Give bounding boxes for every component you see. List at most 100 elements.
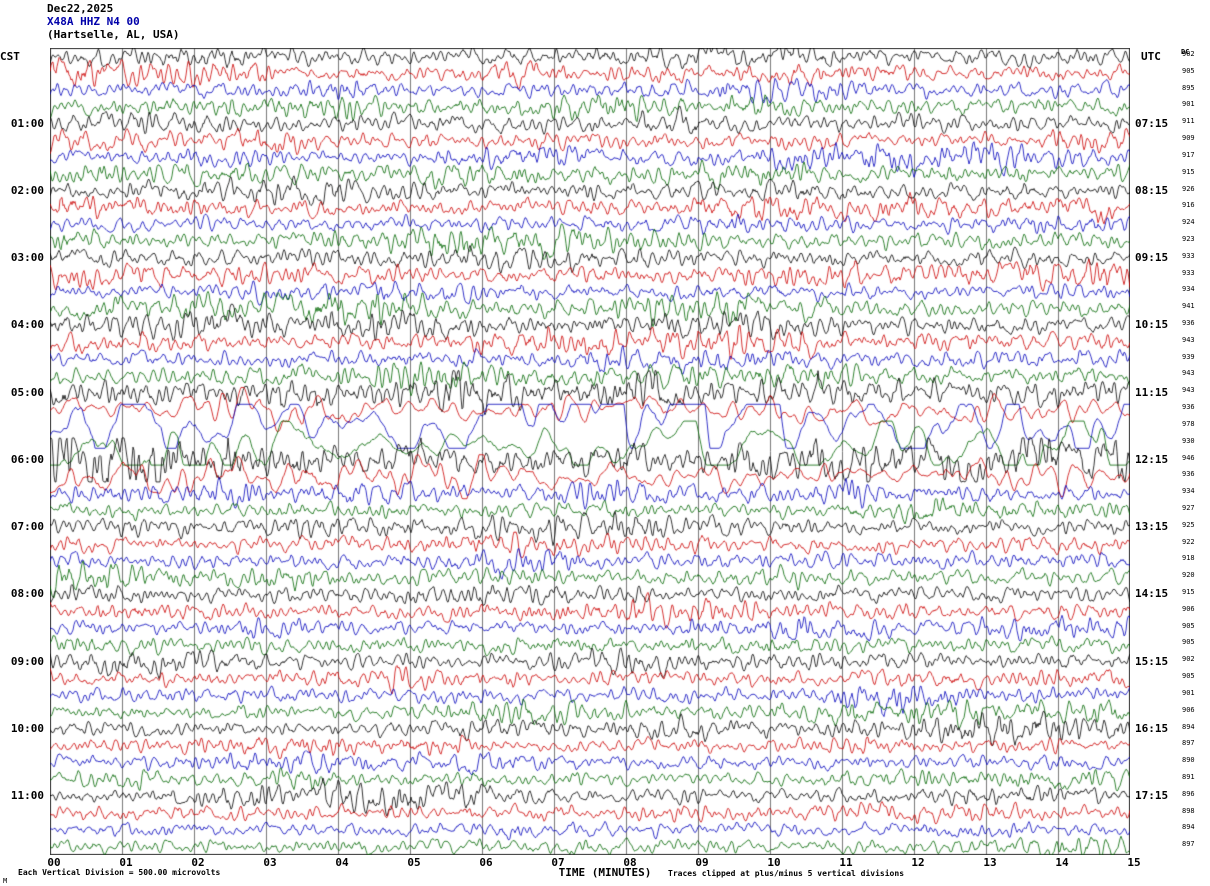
- dc-value: 906: [1182, 604, 1195, 613]
- utc-hour-label: 16:15: [1135, 721, 1169, 735]
- dc-value: 941: [1182, 302, 1195, 311]
- dc-value: 936: [1182, 319, 1195, 327]
- utc-hour-label: 10:15: [1135, 318, 1169, 332]
- cst-hour-label: 08:00: [10, 587, 44, 601]
- cst-hour-label: 02:00: [10, 183, 44, 197]
- x-tick-label: 01: [119, 856, 133, 869]
- dc-value: 926: [1182, 184, 1195, 193]
- utc-hour-label: 09:15: [1135, 251, 1169, 265]
- dc-value: 902: [1182, 655, 1195, 664]
- left-timezone-label: CST: [0, 50, 20, 63]
- x-tick-label: 06: [479, 856, 493, 869]
- cst-hour-label: 06:00: [10, 452, 44, 466]
- plot-header: Dec22,2025 X48A HHZ N4 00 (Hartselle, AL…: [47, 2, 179, 41]
- dc-value: 978: [1182, 419, 1195, 428]
- dc-value: 895: [1182, 83, 1195, 92]
- dc-value: 917: [1182, 150, 1195, 159]
- cst-hour-label: 09:00: [10, 654, 44, 668]
- x-tick-label: 04: [335, 856, 349, 869]
- date-title: Dec22,2025: [47, 2, 114, 15]
- dc-value: 905: [1182, 66, 1195, 75]
- clipping-note: Traces clipped at plus/minus 5 vertical …: [668, 869, 905, 878]
- dc-value: 905: [1182, 621, 1195, 630]
- right-timezone-label: UTC: [1141, 50, 1161, 63]
- dc-value: 897: [1182, 840, 1195, 849]
- dc-value: 897: [1182, 739, 1195, 748]
- dc-value: 915: [1182, 588, 1195, 596]
- dc-value: 902: [1182, 50, 1195, 58]
- seismogram-plot-area: [50, 48, 1130, 855]
- station-title: X48A HHZ N4 00: [47, 15, 140, 28]
- cst-hour-label: 10:00: [10, 721, 44, 735]
- x-tick-label: 00: [47, 856, 61, 869]
- utc-hour-label: 11:15: [1135, 385, 1169, 399]
- cst-hour-label: 01:00: [10, 116, 44, 130]
- dc-value: 943: [1182, 369, 1195, 378]
- dc-value: 890: [1182, 756, 1195, 765]
- dc-value: 901: [1182, 100, 1195, 109]
- dc-value: 922: [1182, 537, 1195, 546]
- dc-value: 920: [1182, 571, 1195, 580]
- dc-value: 923: [1182, 234, 1195, 243]
- dc-value: 927: [1182, 503, 1195, 512]
- x-tick-label: 03: [263, 856, 277, 869]
- dc-value: 909: [1182, 134, 1195, 143]
- dc-value: 936: [1182, 470, 1195, 479]
- dc-value: 901: [1182, 688, 1195, 697]
- utc-hour-label: 15:15: [1135, 654, 1169, 668]
- dc-value: 905: [1182, 672, 1195, 681]
- x-tick-label: 09: [695, 856, 709, 869]
- dc-value: 915: [1182, 167, 1195, 176]
- dc-value: 896: [1182, 789, 1195, 798]
- dc-value: 936: [1182, 403, 1195, 412]
- dc-value: 933: [1182, 251, 1195, 260]
- cst-hour-label: 05:00: [10, 385, 44, 399]
- x-tick-label: 13: [983, 856, 997, 869]
- corner-mark: M: [3, 877, 8, 885]
- cst-hour-label: 07:00: [10, 520, 44, 534]
- dc-value: 930: [1182, 436, 1195, 445]
- dc-column-header: DC: [1181, 48, 1190, 56]
- x-tick-label: 14: [1055, 856, 1069, 869]
- location-title: (Hartselle, AL, USA): [47, 28, 180, 41]
- utc-hour-label: 08:15: [1135, 183, 1169, 197]
- vertical-scale-note: Each Vertical Division = 500.00 microvol…: [18, 868, 221, 877]
- dc-value: 898: [1182, 806, 1195, 815]
- utc-hour-label: 12:15: [1135, 452, 1169, 466]
- dc-value: 911: [1182, 117, 1195, 126]
- dc-value: 906: [1182, 705, 1195, 714]
- cst-hour-label: 11:00: [10, 789, 44, 803]
- cst-hour-label: 03:00: [10, 251, 44, 265]
- dc-value: 916: [1182, 201, 1195, 210]
- cst-hour-label: 04:00: [10, 318, 44, 332]
- dc-value: 939: [1182, 352, 1195, 361]
- dc-value: 925: [1182, 520, 1195, 529]
- x-tick-label: 10: [767, 856, 781, 869]
- utc-hour-label: 14:15: [1135, 587, 1169, 601]
- dc-value: 918: [1182, 554, 1195, 563]
- dc-value: 894: [1182, 722, 1195, 731]
- dc-value: 894: [1182, 823, 1195, 832]
- dc-value: 933: [1182, 268, 1195, 277]
- x-tick-label: 08: [623, 856, 637, 869]
- dc-value: 891: [1182, 772, 1195, 781]
- utc-hour-label: 13:15: [1135, 520, 1169, 534]
- dc-value: 934: [1182, 487, 1195, 496]
- dc-value: 905: [1182, 638, 1195, 647]
- utc-hour-label: 07:15: [1135, 116, 1169, 130]
- dc-value: 924: [1182, 218, 1195, 227]
- dc-value: 943: [1182, 335, 1195, 344]
- x-tick-label: 15: [1127, 856, 1141, 869]
- utc-hour-label: 17:15: [1135, 789, 1169, 803]
- x-tick-label: 12: [911, 856, 925, 869]
- x-tick-label: 11: [839, 856, 853, 869]
- helicorder-canvas: [50, 48, 1130, 855]
- x-tick-label: 02: [191, 856, 205, 869]
- x-tick-label: 07: [551, 856, 565, 869]
- x-axis-title: TIME (MINUTES): [558, 866, 652, 879]
- dc-value: 943: [1182, 386, 1195, 395]
- dc-value: 934: [1182, 285, 1195, 294]
- x-tick-label: 05: [407, 856, 421, 869]
- dc-value: 946: [1182, 453, 1195, 462]
